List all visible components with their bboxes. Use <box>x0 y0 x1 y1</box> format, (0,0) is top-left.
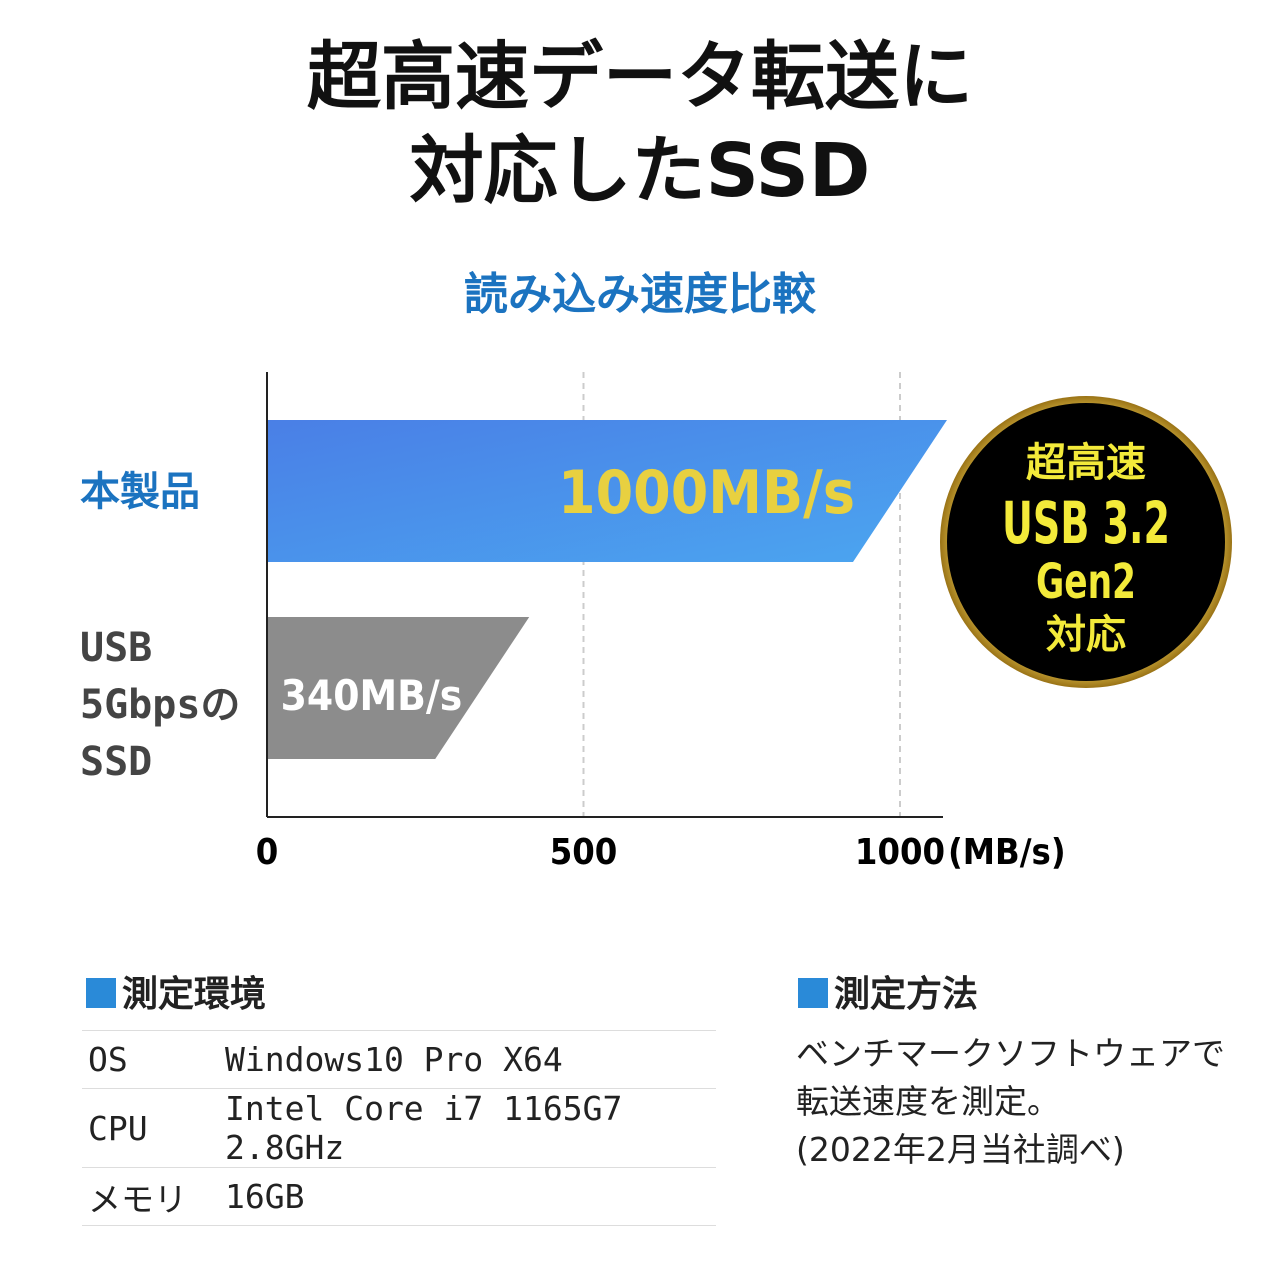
method-line: 転送速度を測定。 <box>796 1082 1060 1121</box>
square-bullet-icon <box>798 978 828 1008</box>
x-tick-label: 1000 <box>855 832 945 873</box>
x-tick-label: 500 <box>550 832 618 873</box>
row-key: CPU <box>82 1088 219 1168</box>
bar <box>267 617 530 759</box>
table-row: OS Windows10 Pro X64 <box>82 1030 716 1089</box>
badge-line4: 対応 <box>1046 612 1126 658</box>
method-line: ベンチマークソフトウェアで <box>796 1034 1225 1073</box>
badge-line2: USB 3.2 <box>1002 489 1170 557</box>
data-label: 340MB/s <box>281 671 463 720</box>
category-label-other: USB 5Gbpsの SSD <box>80 620 240 791</box>
environment-heading: 測定環境 <box>86 965 266 1017</box>
category-line: USB <box>80 625 153 671</box>
category-line: 5Gbpsの <box>80 682 241 728</box>
row-key: メモリ <box>82 1167 219 1226</box>
method-text: ベンチマークソフトウェアで 転送速度を測定。 (2022年2月当社調べ) <box>796 1030 1225 1174</box>
bar <box>267 420 947 562</box>
row-value: Windows10 Pro X64 <box>219 1030 716 1089</box>
square-bullet-icon <box>86 978 116 1008</box>
headline-line1: 超高速データ転送に <box>307 34 973 120</box>
row-value: 16GB <box>219 1167 716 1226</box>
environment-title: 測定環境 <box>122 974 267 1015</box>
table-row: メモリ 16GB <box>82 1167 716 1226</box>
row-value: Intel Core i7 1165G7 2.8GHz <box>219 1088 716 1168</box>
badge-line1: 超高速 <box>1026 440 1146 486</box>
chart-title: 読み込み速度比較 <box>464 269 816 320</box>
category-label-product: 本製品 <box>80 469 200 515</box>
table-row: CPU Intel Core i7 1165G7 2.8GHz <box>82 1088 716 1168</box>
badge: 超高速 USB 3.2 Gen2 対応 <box>940 396 1232 688</box>
x-tick-label: 0 <box>256 832 279 873</box>
category-line: SSD <box>80 739 153 785</box>
data-label: 1000MB/s <box>558 458 855 528</box>
badge-line3: Gen2 <box>1036 554 1136 610</box>
x-axis-unit: (MB/s) <box>948 832 1066 873</box>
headline-line2: 対応したSSD <box>409 128 871 214</box>
environment-table: OS Windows10 Pro X64 CPU Intel Core i7 116… <box>82 1030 716 1226</box>
method-heading: 測定方法 <box>798 965 978 1017</box>
method-line: (2022年2月当社調べ) <box>796 1130 1125 1169</box>
row-key: OS <box>82 1030 219 1089</box>
method-title: 測定方法 <box>834 974 979 1015</box>
